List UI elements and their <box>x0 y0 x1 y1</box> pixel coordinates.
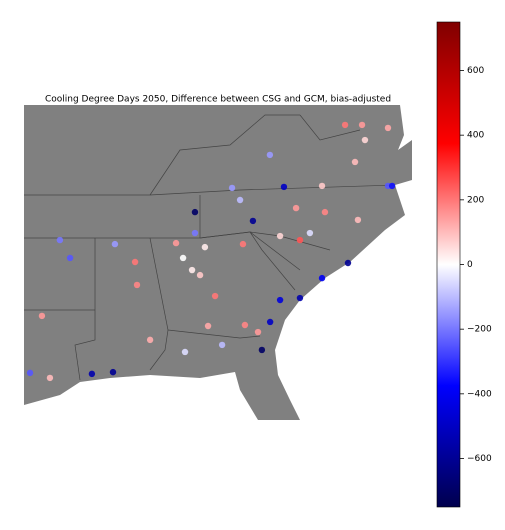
point <box>249 217 257 225</box>
point <box>146 336 154 344</box>
point <box>218 341 226 349</box>
point <box>133 281 141 289</box>
point <box>296 236 304 244</box>
point <box>388 182 396 190</box>
point <box>228 184 236 192</box>
colorbar-tick-label: 600 <box>467 66 484 76</box>
colorbar-tick-label: −600 <box>467 454 492 464</box>
basemap <box>24 105 412 420</box>
point <box>179 254 187 262</box>
point <box>236 196 244 204</box>
point <box>191 229 199 237</box>
gulf <box>24 372 258 420</box>
colorbar <box>436 21 461 508</box>
state-borders <box>24 114 396 381</box>
point <box>292 204 300 212</box>
colorbar-tick-label: 400 <box>467 131 484 141</box>
point <box>66 254 74 262</box>
point <box>344 259 352 267</box>
point <box>266 151 274 159</box>
point <box>196 271 204 279</box>
point <box>201 243 209 251</box>
point <box>318 274 326 282</box>
point <box>111 240 119 248</box>
point <box>109 368 117 376</box>
points <box>26 121 396 382</box>
ocean <box>275 105 412 420</box>
point <box>361 136 369 144</box>
point <box>306 229 314 237</box>
point <box>211 292 219 300</box>
point <box>241 321 249 329</box>
point <box>88 370 96 378</box>
point <box>38 312 46 320</box>
point <box>258 346 266 354</box>
point <box>358 121 366 129</box>
point <box>254 328 262 336</box>
point <box>341 121 349 129</box>
point <box>280 183 288 191</box>
chart-title: Cooling Degree Days 2050, Difference bet… <box>45 95 391 105</box>
point <box>266 318 274 326</box>
colorbar-tick-label: −200 <box>467 325 492 335</box>
point <box>46 374 54 382</box>
point <box>318 182 326 190</box>
point <box>172 239 180 247</box>
point <box>354 216 362 224</box>
colorbar-tick-label: −400 <box>467 389 492 399</box>
point <box>239 240 247 248</box>
point <box>276 296 284 304</box>
colorbar-tick-label: 0 <box>467 260 473 270</box>
point <box>204 322 212 330</box>
point <box>296 294 304 302</box>
bay <box>398 105 412 150</box>
point <box>351 158 359 166</box>
colorbar-tick-label: 200 <box>467 195 484 205</box>
point <box>188 266 196 274</box>
point <box>131 258 139 266</box>
point <box>26 369 34 377</box>
point <box>56 236 64 244</box>
point <box>181 348 189 356</box>
point <box>191 208 199 216</box>
point <box>321 208 329 216</box>
point <box>384 124 392 132</box>
point <box>276 232 284 240</box>
